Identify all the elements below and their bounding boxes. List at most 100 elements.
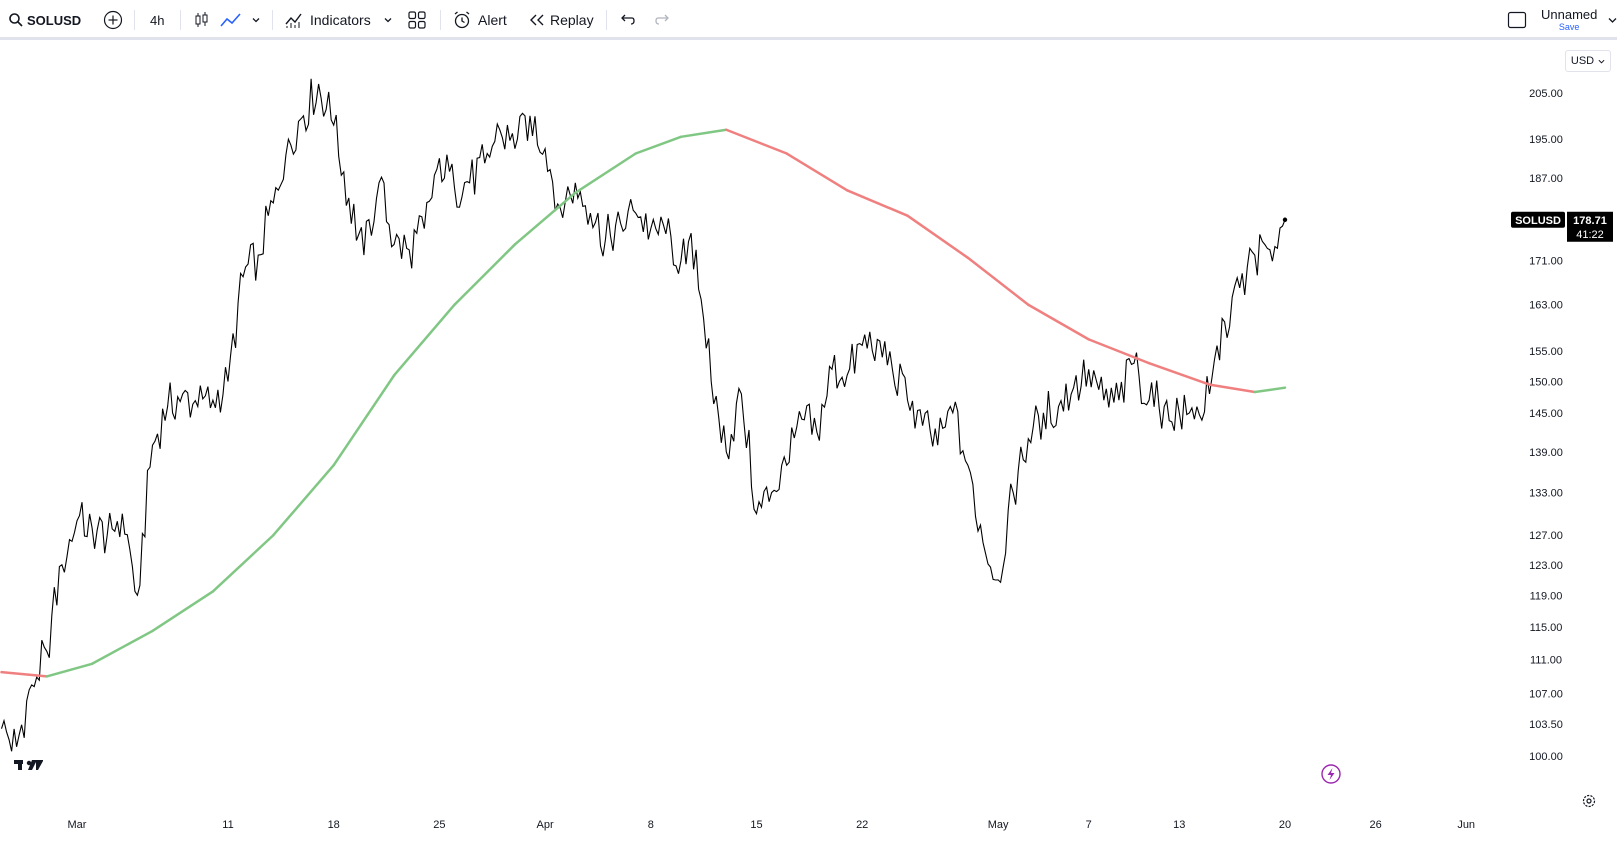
undo-button[interactable] [618, 0, 636, 40]
candlestick-icon [194, 10, 210, 30]
price-axis[interactable]: 205.00195.00187.00179.00171.00163.00155.… [1529, 88, 1563, 763]
toolbar-divider [440, 10, 441, 30]
layout-name: Unnamed [1541, 7, 1598, 22]
settings-gear-icon[interactable] [1582, 794, 1596, 808]
price-tick-label: 119.00 [1530, 590, 1563, 602]
time-tick-label: 15 [750, 819, 762, 831]
last-price-dot [1282, 217, 1288, 222]
price-tick-label: 115.00 [1530, 622, 1563, 634]
undo-icon [618, 11, 636, 29]
alert-label: Alert [478, 12, 507, 28]
currency-label: USD [1570, 55, 1595, 67]
time-tick-label: 22 [856, 819, 868, 831]
indicators-dropdown[interactable] [383, 0, 393, 40]
ma-segment [845, 189, 909, 217]
candles-button[interactable] [194, 0, 210, 40]
redo-icon [654, 11, 672, 29]
compare-button[interactable] [103, 0, 123, 40]
time-tick-label: 26 [1369, 819, 1381, 831]
square-icon [1507, 10, 1527, 30]
indicators-button[interactable]: Indicators [284, 0, 371, 40]
ma-segment [392, 303, 456, 377]
price-tick-label: 171.00 [1529, 255, 1563, 267]
price-tick-label: 133.00 [1529, 488, 1563, 500]
time-tick-label: Jun [1457, 819, 1475, 831]
ma-segment [453, 243, 517, 306]
symbol-tag [1511, 211, 1565, 228]
line-chart-icon [220, 10, 242, 30]
ma-segment [211, 533, 275, 593]
layout-name-button[interactable]: Unnamed Save [1541, 0, 1597, 40]
ma-segment [45, 662, 94, 678]
price-tag [1567, 211, 1613, 242]
chart-area[interactable]: 205.00195.00187.00179.00171.00163.00155.… [0, 43, 1617, 836]
toolbar-divider [180, 10, 181, 30]
ma-segment [1253, 386, 1287, 394]
price-tick-label: 163.00 [1529, 300, 1563, 312]
ma-segment [151, 590, 215, 633]
price-tick-label: 205.00 [1529, 88, 1563, 100]
indicators-icon [284, 10, 304, 30]
ma-segment [0, 670, 49, 678]
last-price-tag: SOLUSD 178.71 41:22 [1511, 211, 1613, 242]
price-tick-label: 100.00 [1529, 751, 1563, 763]
price-tick-label: 187.00 [1529, 173, 1563, 185]
price-tick-label: 195.00 [1529, 134, 1563, 146]
symbol-tag-text: SOLUSD [1515, 215, 1561, 227]
time-tick-label: Apr [537, 819, 554, 831]
time-tick-label: 7 [1086, 819, 1092, 831]
redo-button[interactable] [654, 0, 672, 40]
ma-segment [1087, 338, 1151, 365]
chart-type-dropdown[interactable] [251, 0, 261, 40]
time-tick-label: 25 [433, 819, 445, 831]
price-tick-label: 150.00 [1529, 377, 1563, 389]
symbol-search[interactable]: SOLUSD [8, 0, 81, 40]
ma-segment [634, 135, 683, 155]
time-tick-label: 13 [1173, 819, 1185, 831]
plus-circle-icon [103, 10, 123, 30]
ma-segment [513, 191, 577, 246]
toolbar-divider [606, 10, 607, 30]
chevron-down-icon [1608, 15, 1617, 25]
price-tick-label: 107.00 [1529, 689, 1563, 701]
layout-icon-button[interactable] [1507, 0, 1527, 40]
price-chart[interactable]: 205.00195.00187.00179.00171.00163.00155.… [0, 43, 1617, 836]
interval-button[interactable]: 4h [150, 12, 165, 28]
time-tick-label: 11 [222, 819, 233, 831]
templates-button[interactable] [407, 0, 427, 40]
ma-segment [966, 256, 1030, 306]
toolbar-divider [272, 10, 273, 30]
time-axis[interactable]: Mar 11 18 25 Apr 8 15 22 May 7 13 20 26 Jun [68, 819, 1476, 831]
bar-countdown: 41:22 [1576, 229, 1604, 241]
save-link[interactable]: Save [1558, 22, 1580, 32]
chevron-down-icon [251, 15, 261, 25]
time-tick-label: Mar [68, 819, 87, 831]
ma-segment [272, 463, 335, 537]
price-tick-label: 123.00 [1529, 560, 1563, 572]
toolbar-divider [134, 10, 135, 30]
replay-label: Replay [550, 12, 594, 28]
ma-segment [785, 152, 849, 192]
ma-segment [725, 128, 788, 155]
time-tick-label: 18 [328, 819, 340, 831]
price-tick-label: 111.00 [1530, 655, 1562, 667]
ma-segment [906, 214, 970, 260]
currency-select[interactable]: USD [1565, 50, 1611, 72]
alert-button[interactable]: Alert [452, 0, 507, 40]
ma-segment [90, 629, 154, 666]
ma-segment [574, 152, 637, 195]
replay-button[interactable]: Replay [528, 0, 594, 40]
price-tick-label: 139.00 [1529, 447, 1563, 459]
tradingview-logo[interactable] [14, 760, 43, 770]
price-tick-label: 145.00 [1529, 408, 1563, 420]
time-tick-label: 20 [1279, 819, 1291, 831]
ma-segment [1147, 361, 1211, 386]
line-chart-button[interactable] [220, 0, 242, 40]
moving-average-line [0, 128, 1287, 678]
price-tick-label: 127.00 [1529, 530, 1563, 542]
lightning-icon[interactable] [1321, 764, 1341, 784]
time-tick-label: 8 [648, 819, 654, 831]
layout-dropdown[interactable] [1608, 0, 1617, 40]
indicators-label: Indicators [310, 12, 371, 28]
chevron-down-icon [383, 15, 393, 25]
